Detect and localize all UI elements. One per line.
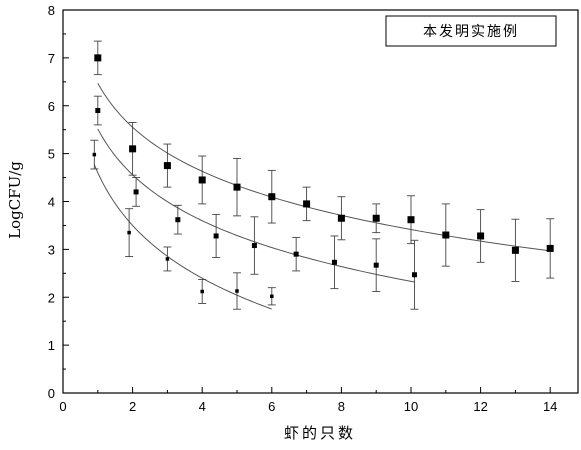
y-tick-label: 3 xyxy=(48,242,55,257)
data-point xyxy=(268,193,276,201)
data-point xyxy=(251,243,257,249)
data-point xyxy=(546,244,554,252)
data-point xyxy=(95,108,101,114)
x-tick-label: 12 xyxy=(473,399,487,414)
fit-curve-3 xyxy=(93,164,272,310)
data-point xyxy=(200,289,204,294)
data-point xyxy=(511,246,519,254)
data-point xyxy=(198,176,206,184)
fit-curves xyxy=(93,83,551,310)
data-point xyxy=(235,289,239,293)
data-point xyxy=(270,294,274,299)
y-tick-label: 0 xyxy=(48,386,55,401)
data-point xyxy=(373,262,379,268)
y-tick-label: 2 xyxy=(48,290,55,305)
x-tick-label: 0 xyxy=(59,399,66,414)
plot-frame xyxy=(62,9,579,394)
y-tick-label: 6 xyxy=(48,99,55,114)
data-point xyxy=(293,251,299,257)
x-tick-label: 8 xyxy=(338,399,345,414)
x-tick-label: 6 xyxy=(268,399,275,414)
y-tick-label: 4 xyxy=(48,195,55,210)
data-point xyxy=(213,233,219,239)
data-point xyxy=(477,232,485,240)
y-tick-label: 8 xyxy=(48,3,55,18)
data-point xyxy=(165,257,170,261)
y-axis: 0 1 2 3 4 5 6 7 8 xyxy=(48,3,69,401)
fit-curve-1 xyxy=(97,83,551,252)
x-tick-label: 4 xyxy=(199,399,206,414)
y-tick-label: 5 xyxy=(48,147,55,162)
x-tick-label: 2 xyxy=(129,399,136,414)
data-point xyxy=(331,259,337,265)
y-axis-title: LogCFU/g xyxy=(6,161,24,239)
data-point xyxy=(129,145,137,153)
data-point xyxy=(442,231,450,239)
data-point xyxy=(372,214,380,222)
legend: 本发明实施例 xyxy=(385,15,557,47)
x-tick-label: 14 xyxy=(543,399,557,414)
data-point xyxy=(127,230,131,235)
y-tick-label: 7 xyxy=(48,51,55,66)
legend-label: 本发明实施例 xyxy=(423,24,519,40)
data-point xyxy=(303,200,311,208)
data-markers xyxy=(92,54,554,299)
data-point xyxy=(133,189,139,195)
legend-box xyxy=(385,15,557,47)
y-tick-label: 1 xyxy=(48,338,55,353)
data-point xyxy=(407,216,415,224)
data-point xyxy=(337,214,345,222)
fit-curve-2 xyxy=(97,128,415,283)
x-axis-title: 虾的只数 xyxy=(284,424,356,442)
error-bars xyxy=(90,40,555,310)
data-point xyxy=(411,272,417,278)
x-axis: 0 2 4 6 8 10 12 14 xyxy=(59,387,557,414)
data-point xyxy=(233,183,241,191)
data-point xyxy=(92,152,97,157)
data-point xyxy=(175,217,181,223)
data-point xyxy=(163,162,171,170)
data-point xyxy=(94,54,102,62)
x-tick-label: 10 xyxy=(404,399,418,414)
